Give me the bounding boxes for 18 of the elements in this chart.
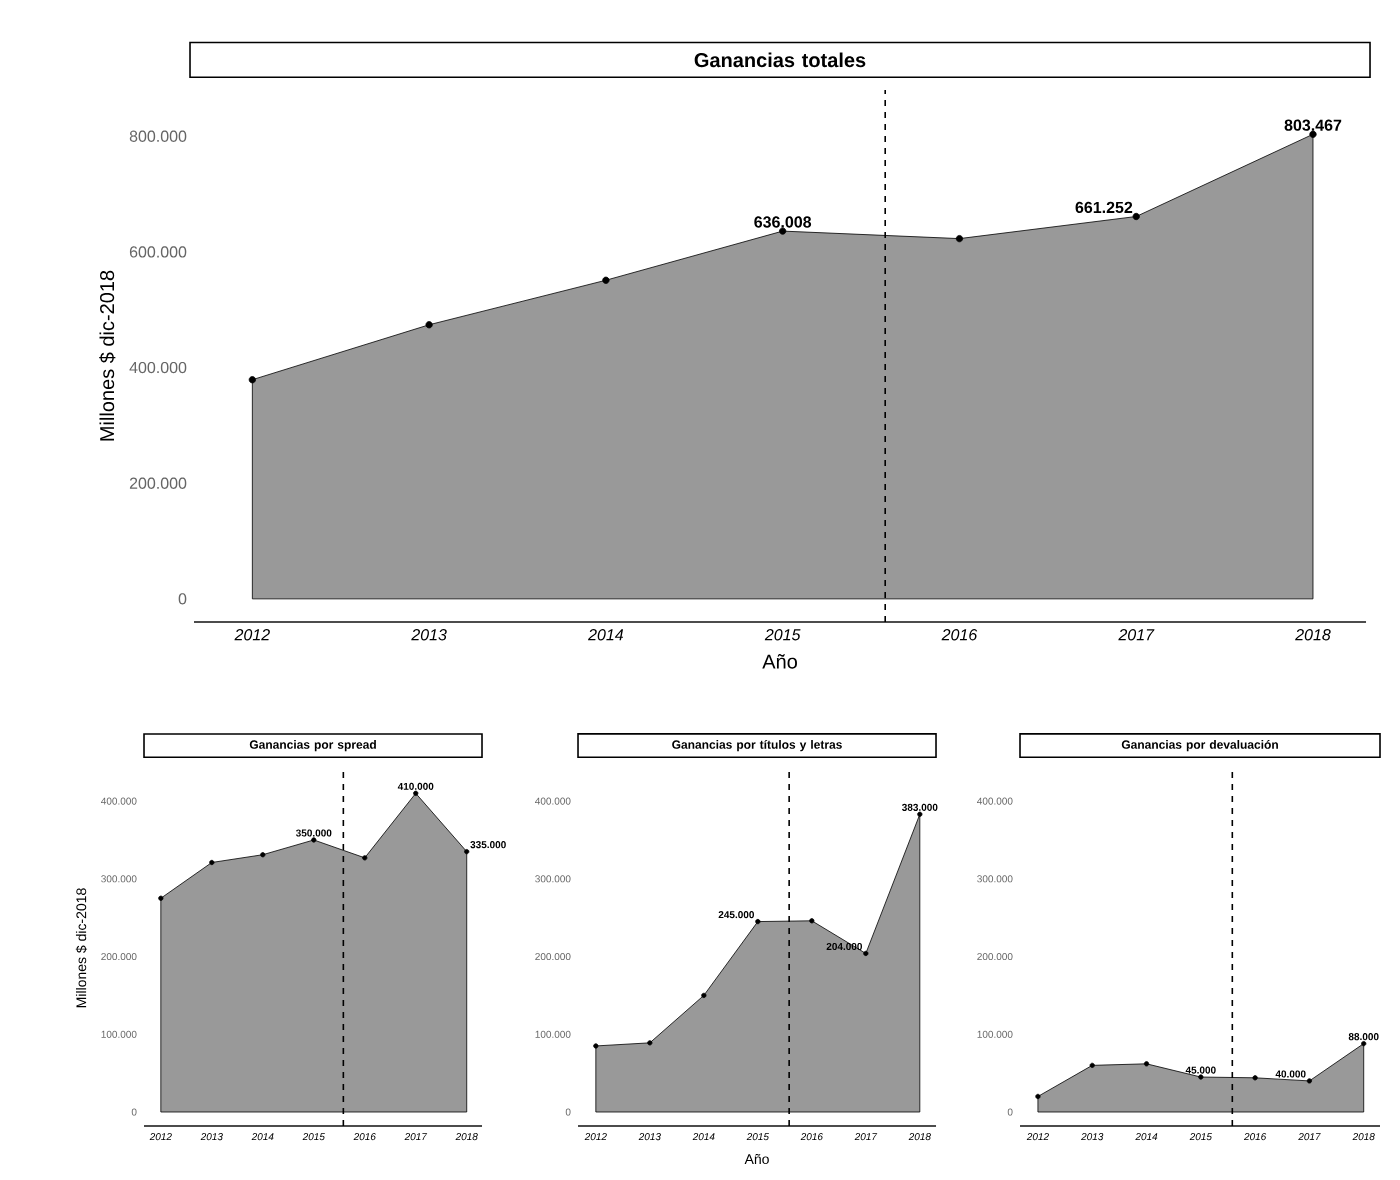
chart-title: Ganancias totales: [694, 52, 866, 68]
data-label: 661.252: [1075, 201, 1133, 214]
x-tick-label: 2015: [764, 629, 801, 641]
x-tick-label: 2017: [1118, 629, 1155, 641]
y-tick-label: 200.000: [129, 477, 187, 489]
x-tick-label: 2012: [234, 629, 270, 641]
data-label: 803.467: [1284, 119, 1342, 131]
y-tick-label: 0: [178, 593, 187, 605]
x-tick-label: 2014: [588, 629, 624, 641]
x-axis-title: Año: [762, 654, 797, 669]
x-tick-label: 2018: [1295, 629, 1331, 641]
x-tick-label: 2016: [941, 629, 978, 641]
y-tick-label: 600.000: [129, 246, 187, 258]
data-label: 636.008: [754, 216, 812, 228]
y-tick-label: 800.000: [129, 130, 187, 142]
y-tick-label: 400.000: [129, 361, 187, 374]
y-axis-title: Millones $ dic-2018: [99, 270, 116, 441]
x-tick-label: 2013: [411, 629, 447, 641]
